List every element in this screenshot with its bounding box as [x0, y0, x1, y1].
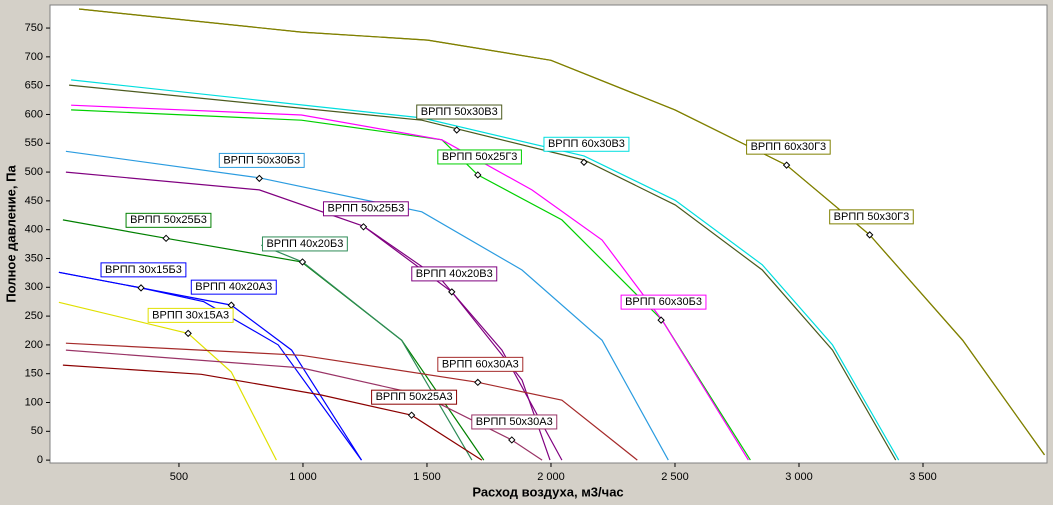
curve-label: ВРПП 50х30В3: [421, 106, 498, 118]
curve-marker: [453, 126, 461, 134]
curve-marker: [657, 316, 665, 324]
curve-label-box: [322, 201, 409, 217]
curve-label: ВРПП 60х30Б3: [625, 296, 702, 308]
curve-label: ВРПП 40х20А3: [195, 281, 272, 293]
curve-label-box: [471, 414, 558, 430]
curve-marker: [782, 161, 791, 169]
curve: [69, 84, 897, 461]
curve-label: ВРПП 30х15А3: [152, 309, 229, 321]
curve-label: ВРПП 50х25Г3: [442, 151, 518, 163]
y-tick-label: 700: [25, 51, 43, 63]
y-tick-label: 200: [25, 339, 43, 351]
curve-label: ВРПП 60х30Г3: [751, 141, 827, 153]
x-tick-label: 2 000: [537, 471, 565, 483]
curve-label: ВРПП 50х30А3: [476, 416, 553, 428]
plot-area: [49, 4, 1048, 464]
curve-label: ВРПП 50х25А3: [376, 391, 453, 403]
curve-label: ВРПП 40х20В3: [416, 268, 493, 280]
curve-marker: [137, 284, 145, 292]
curve: [65, 150, 669, 461]
curve-label: ВРПП 50х25Б3: [327, 203, 404, 215]
curve-label-box: [218, 152, 305, 168]
curve-label-box: [190, 279, 277, 295]
curve-label: ВРПП 50х25Б3: [130, 214, 207, 226]
curve: [58, 301, 277, 461]
curve: [62, 364, 483, 461]
curve-marker: [580, 158, 588, 166]
y-tick-label: 250: [25, 310, 43, 322]
curve-label-box: [416, 104, 503, 120]
curve-label-box: [746, 139, 831, 155]
y-axis-label: Полное давление, Па: [3, 165, 18, 303]
curve-label: ВРПП 60х30В3: [548, 138, 625, 150]
y-tick-label: 600: [25, 108, 43, 120]
curve-label-box: [437, 149, 522, 165]
curve-marker: [448, 288, 456, 296]
y-tick-label: 150: [25, 368, 43, 380]
curve-marker: [508, 436, 516, 444]
curve: [78, 8, 1045, 456]
y-tick-label: 300: [25, 281, 43, 293]
x-tick-label: 3 500: [909, 471, 937, 483]
y-tick-label: 0: [37, 454, 43, 466]
curve-label-box: [261, 236, 348, 252]
curve-marker: [359, 223, 368, 231]
curve-label-box: [543, 136, 630, 152]
x-tick-label: 1 500: [413, 471, 441, 483]
y-tick-label: 350: [25, 252, 43, 264]
x-tick-label: 500: [170, 471, 188, 483]
y-tick-label: 650: [25, 80, 43, 92]
y-tick-label: 400: [25, 224, 43, 236]
curve-label-box: [100, 262, 187, 278]
curve-marker: [162, 234, 170, 243]
curve-label-box: [620, 294, 707, 310]
curve-label: ВРПП 40х20Б3: [266, 238, 343, 250]
x-tick-label: 1 000: [289, 471, 317, 483]
curve-label: ВРПП 60х30А3: [442, 358, 519, 370]
y-tick-label: 500: [25, 166, 43, 178]
curve-label: ВРПП 30х15Б3: [105, 264, 182, 276]
curve-label-box: [829, 209, 914, 225]
curve-label-box: [411, 266, 498, 282]
curve-marker: [255, 174, 264, 183]
curve-marker: [184, 329, 192, 338]
curve-marker: [865, 231, 874, 239]
curve-label-box: [125, 212, 212, 228]
curve-label-box: [371, 389, 458, 405]
curve-marker: [474, 171, 482, 179]
y-tick-label: 450: [25, 195, 43, 207]
x-tick-label: 3 000: [785, 471, 813, 483]
curve-label-box: [147, 307, 234, 323]
y-tick-label: 750: [25, 22, 43, 34]
y-tick-label: 50: [31, 425, 43, 437]
curve-label: ВРПП 50х30Г3: [834, 211, 910, 223]
curve-label: ВРПП 50х30Б3: [223, 154, 300, 166]
x-tick-label: 2 500: [661, 471, 689, 483]
curve-marker: [407, 411, 416, 419]
y-tick-label: 100: [25, 396, 43, 408]
y-tick-label: 550: [25, 137, 43, 149]
x-axis-label: Расход воздуха, м3/час: [472, 484, 623, 499]
curve-marker: [474, 378, 482, 387]
curve-label-box: [437, 356, 524, 372]
curve-marker: [298, 258, 307, 266]
